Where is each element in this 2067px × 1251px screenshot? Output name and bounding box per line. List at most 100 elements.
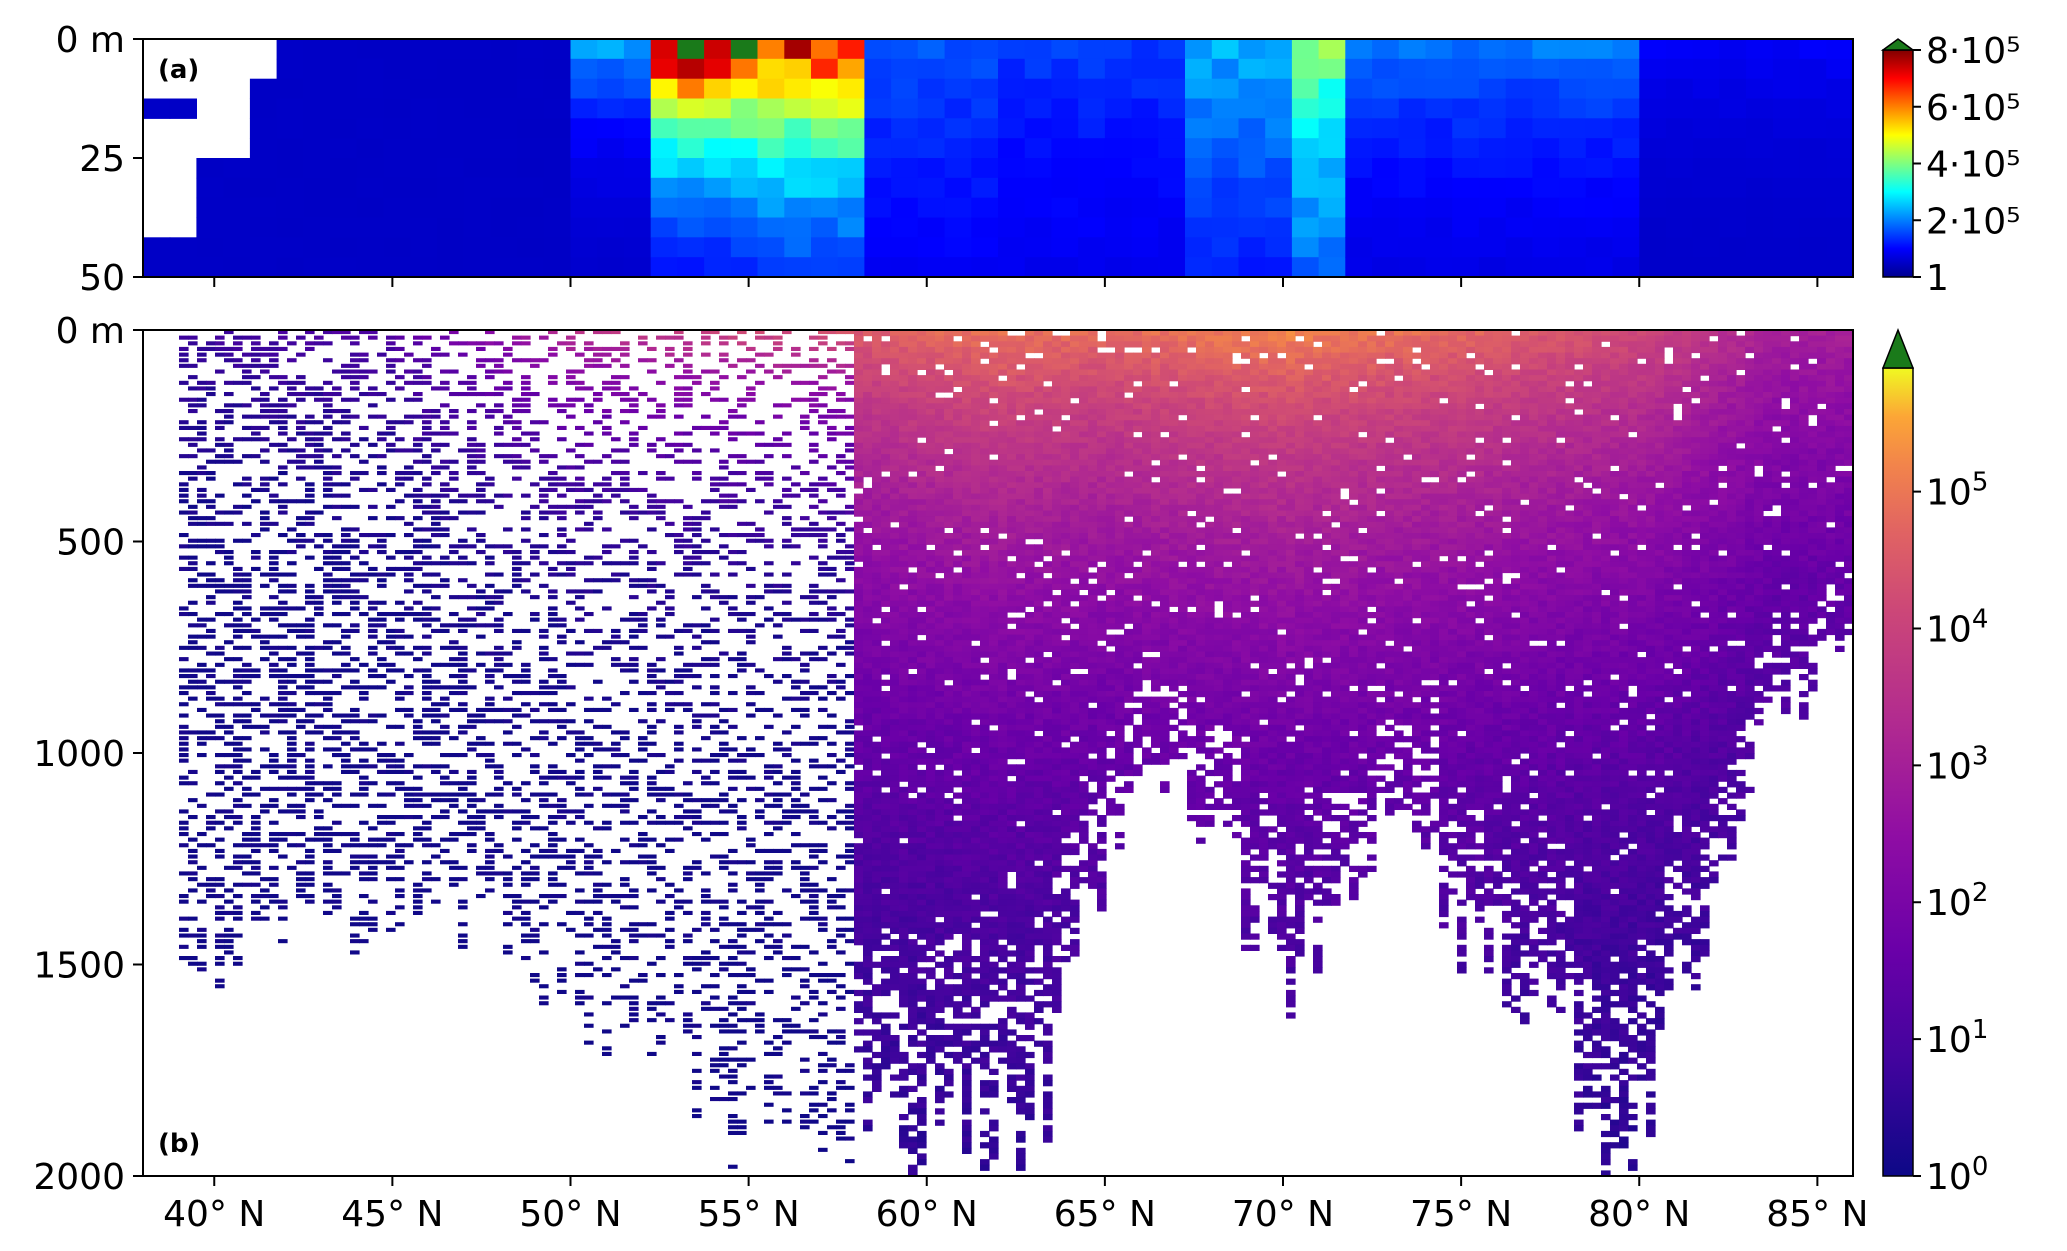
heatmap-cell — [386, 397, 396, 402]
heatmap-cell — [881, 961, 891, 968]
heatmap-cell — [296, 538, 306, 543]
heatmap-cell — [1078, 197, 1106, 219]
heatmap-cell — [539, 459, 549, 464]
heatmap-cell — [650, 78, 678, 100]
heatmap-cell — [224, 454, 234, 459]
heatmap-cell — [629, 860, 639, 865]
heatmap-cell — [422, 679, 432, 684]
heatmap-cell — [287, 769, 297, 774]
heatmap-cell — [623, 257, 652, 277]
heatmap-cell — [683, 442, 693, 447]
heatmap-cell — [188, 769, 198, 774]
heatmap-cell — [557, 865, 567, 870]
heatmap-cell — [899, 657, 909, 664]
heatmap-cell — [359, 916, 369, 921]
heatmap-cell — [305, 589, 315, 594]
heatmap-cell — [512, 425, 522, 430]
heatmap-cell — [575, 352, 585, 357]
heatmap-cell — [881, 769, 891, 777]
heatmap-cell — [773, 623, 783, 628]
heatmap-cell — [548, 871, 558, 876]
heatmap-cell — [233, 905, 243, 910]
heatmap-cell — [665, 894, 675, 899]
heatmap-cell — [251, 724, 261, 729]
heatmap-cell — [773, 499, 783, 504]
heatmap-cell — [197, 679, 207, 684]
heatmap-cell — [368, 645, 378, 650]
heatmap-cell — [1345, 217, 1373, 238]
heatmap-cell — [539, 628, 549, 633]
heatmap-cell — [386, 380, 396, 385]
heatmap-cell — [278, 786, 288, 791]
heatmap-cell — [410, 118, 438, 139]
heatmap-cell — [224, 352, 234, 357]
heatmap-cell — [305, 871, 315, 876]
heatmap-cell — [890, 899, 900, 906]
heatmap-cell — [998, 118, 1026, 139]
heatmap-cell — [197, 493, 207, 498]
heatmap-cell — [1746, 197, 1774, 219]
heatmap-cell — [197, 499, 207, 504]
heatmap-cell — [521, 459, 531, 464]
heatmap-cell — [872, 707, 882, 715]
heatmap-cell — [251, 352, 261, 357]
heatmap-cell — [422, 606, 432, 611]
heatmap-cell — [269, 877, 279, 882]
heatmap-cell — [692, 380, 702, 385]
heatmap-cell — [881, 1046, 891, 1053]
heatmap-cell — [530, 719, 540, 724]
heatmap-cell — [836, 589, 846, 594]
heatmap-cell — [512, 476, 522, 481]
heatmap-cell — [233, 961, 243, 966]
heatmap-cell — [463, 197, 491, 219]
heatmap-cell — [517, 138, 545, 159]
heatmap-cell — [458, 786, 468, 791]
heatmap-cell — [827, 798, 837, 803]
heatmap-cell — [494, 668, 504, 673]
heatmap-cell — [233, 363, 243, 368]
heatmap-cell — [1772, 98, 1801, 119]
heatmap-cell — [620, 640, 630, 645]
heatmap-cell — [1372, 39, 1400, 60]
heatmap-cell — [818, 961, 828, 966]
heatmap-cell — [1318, 197, 1346, 219]
heatmap-cell — [944, 118, 972, 139]
heatmap-cell — [692, 860, 702, 865]
heatmap-cell — [881, 978, 891, 985]
heatmap-cell — [683, 459, 693, 464]
heatmap-cell — [692, 448, 702, 453]
heatmap-cell — [359, 894, 369, 899]
heatmap-cell — [350, 504, 360, 509]
heatmap-cell — [809, 685, 819, 690]
heatmap-cell — [845, 341, 855, 346]
heatmap-cell — [710, 691, 720, 696]
heatmap-cell — [440, 533, 450, 538]
heatmap-cell — [566, 781, 576, 786]
heatmap-cell — [1291, 197, 1320, 219]
heatmap-cell — [458, 781, 468, 786]
heatmap-cell — [809, 973, 819, 978]
heatmap-cell — [782, 933, 792, 938]
heatmap-cell — [242, 747, 252, 752]
heatmap-cell — [710, 854, 720, 859]
heatmap-cell — [305, 510, 315, 515]
heatmap-cell — [728, 1023, 738, 1028]
heatmap-cell — [872, 645, 882, 652]
heatmap-cell — [276, 78, 304, 100]
heatmap-cell — [764, 589, 774, 594]
heatmap-cell — [463, 78, 491, 100]
heatmap-cell — [575, 499, 585, 504]
heatmap-cell — [881, 815, 891, 822]
heatmap-cell — [314, 668, 324, 673]
heatmap-cell — [845, 1102, 855, 1107]
heatmap-cell — [422, 476, 432, 481]
heatmap-cell — [548, 707, 558, 712]
heatmap-cell — [539, 854, 549, 859]
heatmap-cell — [260, 363, 270, 368]
heatmap-cell — [620, 668, 630, 673]
heatmap-cell — [242, 595, 252, 600]
heatmap-cell — [899, 572, 909, 579]
heatmap-cell — [584, 504, 594, 509]
heatmap-cell — [215, 346, 225, 351]
